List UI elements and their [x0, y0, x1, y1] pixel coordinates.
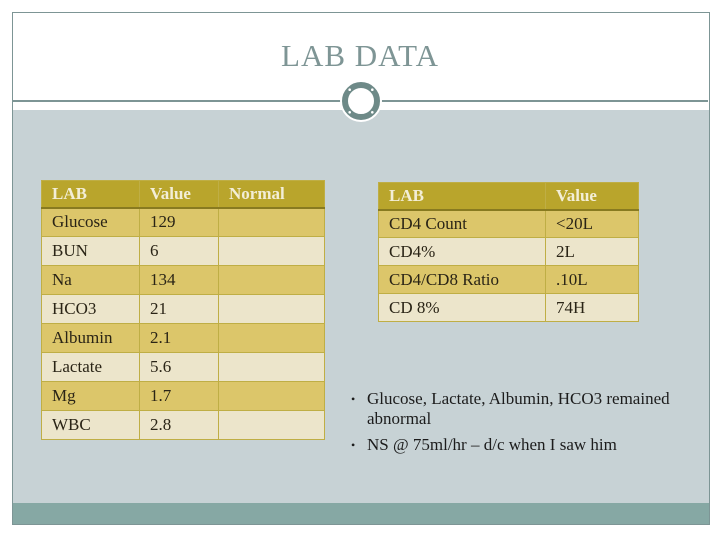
lab-name-cell: Mg [41, 381, 140, 411]
note-text: Glucose, Lactate, Albumin, HCO3 remained… [367, 389, 670, 428]
table-row: Na 134 [41, 265, 325, 295]
table-row: CD4/CD8 Ratio .10L [378, 265, 639, 294]
lab-value-cell: 129 [139, 207, 219, 237]
lab-normal-cell [218, 265, 325, 295]
column-header-value: Value [545, 182, 639, 211]
lab-value-cell: 2.1 [139, 323, 219, 353]
lab-normal-cell [218, 294, 325, 324]
lab-name-cell: CD4% [378, 237, 546, 266]
lab-name-cell: Albumin [41, 323, 140, 353]
bullet-icon: • [351, 438, 356, 452]
column-header-lab: LAB [378, 182, 546, 211]
table-row: Glucose 129 [41, 207, 325, 237]
table-row: CD4% 2L [378, 237, 639, 266]
lab-value-cell: 6 [139, 236, 219, 266]
bullet-icon: • [351, 392, 356, 406]
lab-name-cell: CD4 Count [378, 209, 546, 238]
table-row: Albumin 2.1 [41, 323, 325, 353]
column-header-lab: LAB [41, 180, 140, 209]
table-header-row: LAB Value [378, 182, 639, 211]
lab-value-cell: 2.8 [139, 410, 219, 440]
lab-value-cell: 134 [139, 265, 219, 295]
lab-value-cell: 2L [545, 237, 639, 266]
circle-ornament-icon [339, 79, 383, 123]
note-text: NS @ 75ml/hr – d/c when I saw him [367, 435, 617, 454]
table-row: CD 8% 74H [378, 293, 639, 322]
lab-normal-cell [218, 236, 325, 266]
column-header-normal: Normal [218, 180, 325, 209]
right-lab-table: LAB Value CD4 Count <20L CD4% 2L CD4/CD8… [378, 182, 639, 322]
left-lab-table: LAB Value Normal Glucose 129 BUN 6 Na 13… [41, 180, 325, 440]
table-row: BUN 6 [41, 236, 325, 266]
lab-name-cell: Na [41, 265, 140, 295]
lab-name-cell: Lactate [41, 352, 140, 382]
list-item: • Glucose, Lactate, Albumin, HCO3 remain… [347, 389, 717, 429]
notes-list: • Glucose, Lactate, Albumin, HCO3 remain… [347, 389, 717, 461]
lab-value-cell: 1.7 [139, 381, 219, 411]
lab-value-cell: 74H [545, 293, 639, 322]
footer-band [13, 503, 709, 524]
lab-normal-cell [218, 381, 325, 411]
lab-name-cell: HCO3 [41, 294, 140, 324]
table-row: CD4 Count <20L [378, 209, 639, 238]
table-row: WBC 2.8 [41, 410, 325, 440]
table-row: HCO3 21 [41, 294, 325, 324]
list-item: • NS @ 75ml/hr – d/c when I saw him [347, 435, 717, 455]
lab-value-cell: .10L [545, 265, 639, 294]
lab-name-cell: Glucose [41, 207, 140, 237]
lab-normal-cell [218, 352, 325, 382]
lab-normal-cell [218, 207, 325, 237]
lab-name-cell: BUN [41, 236, 140, 266]
lab-value-cell: 5.6 [139, 352, 219, 382]
lab-name-cell: CD 8% [378, 293, 546, 322]
lab-value-cell: <20L [545, 209, 639, 238]
column-header-value: Value [139, 180, 219, 209]
lab-name-cell: CD4/CD8 Ratio [378, 265, 546, 294]
page-title: LAB DATA [281, 38, 439, 73]
lab-normal-cell [218, 323, 325, 353]
table-row: Mg 1.7 [41, 381, 325, 411]
table-header-row: LAB Value Normal [41, 180, 325, 209]
table-row: Lactate 5.6 [41, 352, 325, 382]
lab-value-cell: 21 [139, 294, 219, 324]
lab-normal-cell [218, 410, 325, 440]
lab-name-cell: WBC [41, 410, 140, 440]
